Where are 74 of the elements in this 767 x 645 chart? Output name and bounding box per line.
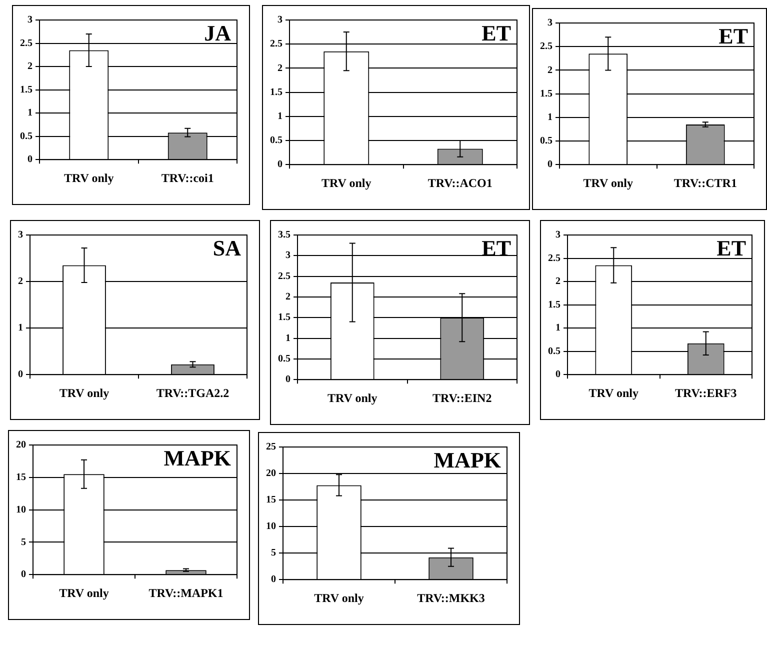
- y-tick-label: 0: [548, 159, 552, 170]
- y-tick-label: 15: [266, 494, 276, 506]
- x-tick-label: TRV::MAPK1: [148, 586, 224, 600]
- y-tick-label: 1: [556, 322, 560, 334]
- chart-title: MAPK: [164, 446, 231, 471]
- chart-title: ET: [718, 24, 748, 49]
- x-tick-label: TRV only: [64, 170, 114, 185]
- y-tick-label: 2: [286, 292, 290, 303]
- chart-title: JA: [204, 20, 232, 46]
- x-tick-label: TRV::EIN2: [432, 390, 492, 405]
- y-tick-label: 3: [278, 14, 282, 26]
- x-tick-label: TRV only: [583, 176, 633, 190]
- x-tick-label: TRV::CTR1: [674, 176, 737, 190]
- y-tick-label: 25: [266, 442, 276, 453]
- x-tick-label: TRV only: [59, 586, 109, 600]
- y-tick-label: 3: [548, 18, 552, 29]
- y-tick-label: 2.5: [540, 41, 552, 52]
- x-tick-label: TRV::coi1: [161, 170, 214, 185]
- y-tick-label: 3: [556, 230, 560, 241]
- y-tick-label: 0: [18, 369, 23, 380]
- y-tick-label: 1: [278, 110, 282, 122]
- y-tick-label: 1.5: [20, 84, 32, 96]
- y-tick-label: 2: [278, 62, 282, 74]
- y-tick-label: 2: [556, 276, 560, 288]
- y-tick-label: 5: [271, 548, 276, 559]
- y-tick-label: 2: [18, 276, 23, 288]
- x-tick-label: TRV only: [322, 176, 372, 190]
- y-tick-label: 10: [266, 521, 276, 532]
- y-tick-label: 0: [28, 154, 32, 166]
- x-tick-label: TRV only: [328, 390, 378, 405]
- y-tick-label: 15: [16, 472, 26, 483]
- chart-title: MAPK: [434, 448, 501, 473]
- y-tick-label: 1.5: [278, 312, 290, 324]
- y-tick-label: 2.5: [548, 252, 560, 264]
- y-tick-label: 0.5: [20, 130, 32, 142]
- x-tick-label: TRV::MKK3: [417, 590, 485, 605]
- y-tick-label: 5: [21, 536, 26, 548]
- y-tick-label: 20: [16, 440, 26, 451]
- chart-title: ET: [716, 236, 746, 261]
- y-tick-label: 0: [278, 159, 282, 170]
- y-tick-label: 0.5: [540, 136, 552, 147]
- y-tick-label: 0: [556, 369, 560, 380]
- y-tick-label: 3: [286, 250, 290, 262]
- y-tick-label: 1.5: [540, 88, 552, 100]
- y-tick-label: 2.5: [270, 38, 282, 50]
- x-tick-label: TRV::TGA2.2: [156, 386, 230, 400]
- y-tick-label: 0: [271, 574, 276, 586]
- x-tick-label: TRV only: [314, 590, 364, 605]
- y-tick-label: 20: [266, 468, 276, 480]
- y-tick-label: 3: [18, 230, 23, 241]
- y-tick-label: 0.5: [548, 346, 560, 357]
- y-tick-label: 0.5: [270, 135, 282, 146]
- y-tick-label: 0: [286, 374, 290, 386]
- y-tick-label: 1.5: [548, 299, 560, 310]
- x-tick-label: TRV only: [59, 386, 110, 400]
- y-tick-label: 1: [286, 332, 290, 344]
- x-tick-label: TRV::ERF3: [674, 386, 737, 400]
- y-tick-label: 3: [28, 14, 32, 26]
- y-tick-label: 1: [18, 322, 23, 334]
- y-tick-label: 1.5: [270, 86, 282, 98]
- x-tick-label: TRV only: [588, 386, 638, 400]
- y-tick-label: 1: [548, 112, 552, 123]
- y-tick-label: 2.5: [278, 270, 290, 282]
- y-tick-label: 1: [28, 108, 32, 119]
- y-tick-label: 2: [548, 64, 552, 76]
- y-tick-label: 0.5: [278, 354, 290, 365]
- chart-title: SA: [212, 236, 242, 261]
- y-tick-label: 0: [21, 569, 26, 580]
- y-tick-label: 10: [16, 504, 26, 516]
- y-tick-label: 2: [28, 61, 32, 72]
- y-tick-label: 2.5: [20, 38, 32, 49]
- chart-title: ET: [482, 20, 512, 46]
- y-tick-label: 3.5: [278, 230, 290, 241]
- x-tick-label: TRV::ACO1: [428, 176, 492, 190]
